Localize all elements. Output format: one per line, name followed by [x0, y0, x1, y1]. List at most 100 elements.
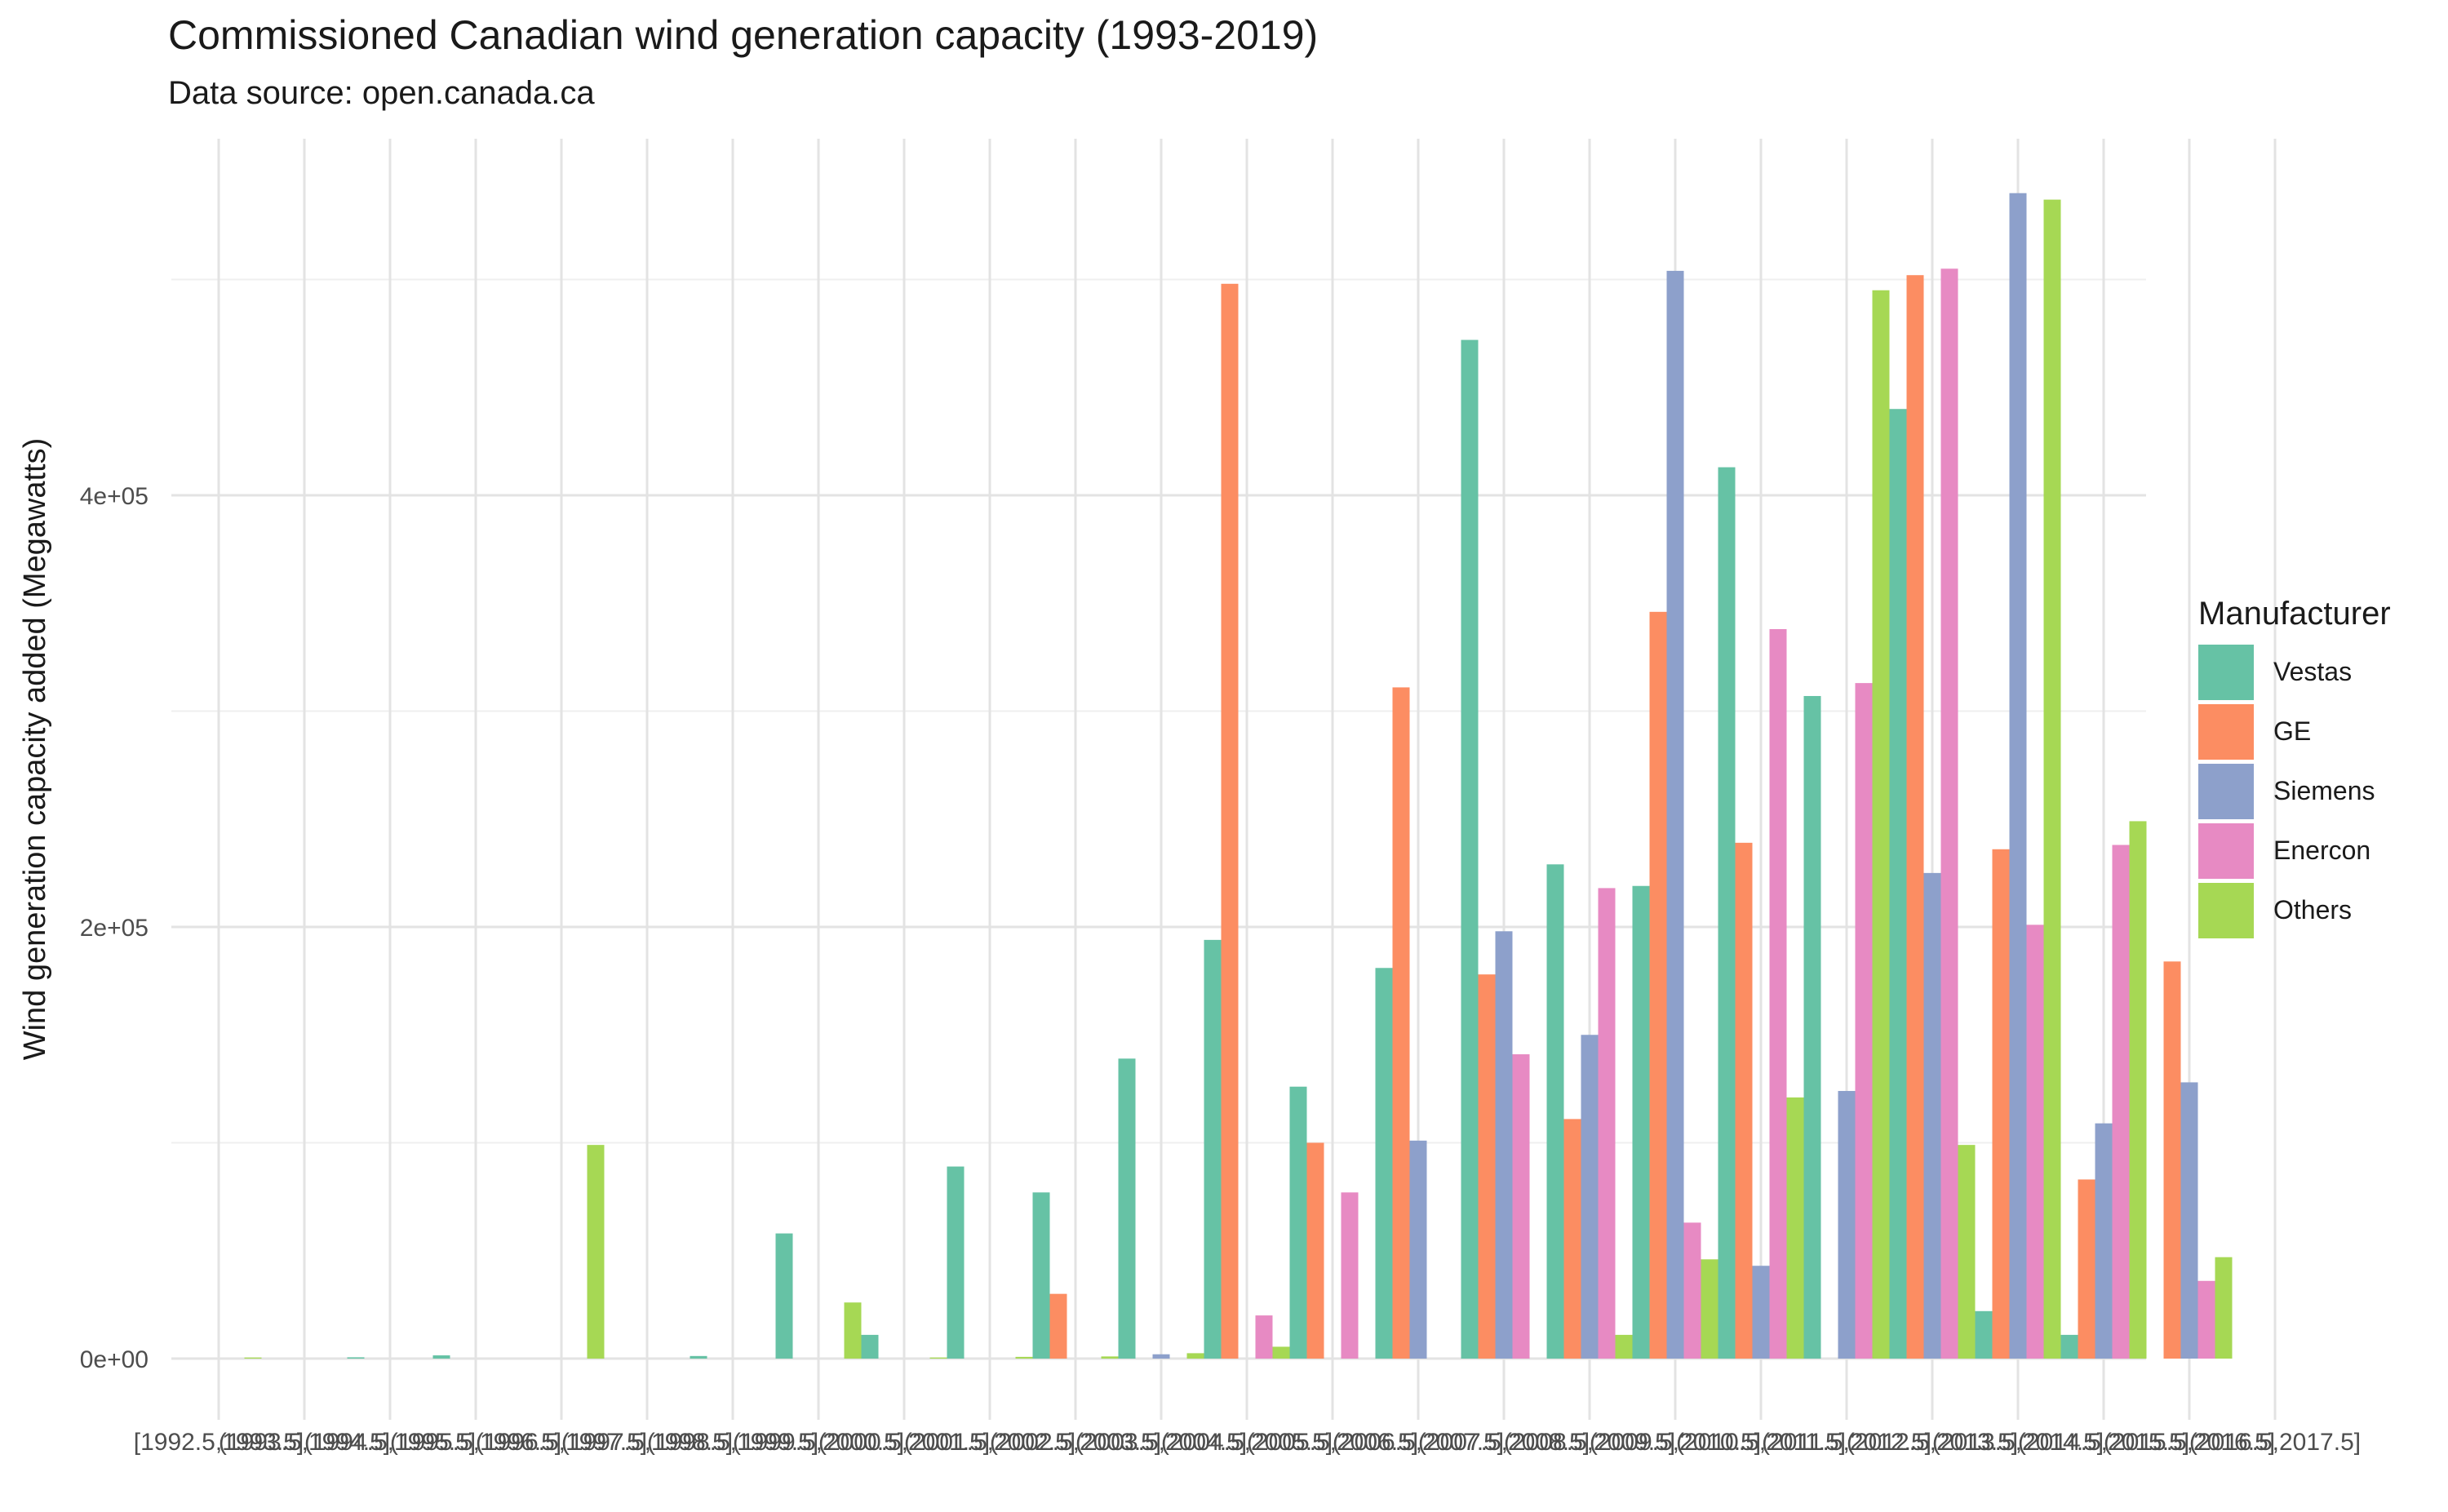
y-tick-label: 2e+05	[80, 915, 149, 942]
legend-label: Others	[2273, 895, 2353, 924]
bar-others-21	[2043, 199, 2061, 1359]
legend: Manufacturer Vestas GE Siemens Enercon Other…	[2198, 596, 2391, 940]
x-tick-label: (2003.5,2004.5]	[1075, 1429, 1247, 1456]
y-axis: 0e+00 2e+05 4e+05	[80, 483, 149, 1373]
x-tick-label: (2010.5,2011.5]	[1676, 1429, 1846, 1456]
bar-others-19	[1872, 290, 1890, 1359]
bar-vestas-16	[1546, 864, 1564, 1359]
legend-label: GE	[2273, 716, 2312, 746]
bar-others-17	[1701, 1259, 1718, 1359]
bar-others-10	[1101, 1356, 1119, 1359]
bar-others-23	[2215, 1257, 2233, 1359]
bar-ge-15	[1478, 974, 1496, 1359]
bar-ge-10	[1049, 1293, 1067, 1359]
bar-vestas-2	[347, 1357, 365, 1359]
legend-title: Manufacturer	[2198, 596, 2391, 632]
bar-vestas-18	[1718, 467, 1736, 1359]
y-tick-label: 4e+05	[80, 483, 149, 510]
legend-item-ge: GE	[2198, 702, 2391, 761]
x-tick-label: (2009.5,2010.5]	[1590, 1429, 1761, 1456]
bar-vestas-8	[861, 1334, 879, 1359]
bar-vestas-9	[947, 1166, 965, 1359]
x-tick-label: (2006.5,2007.5]	[1333, 1429, 1504, 1456]
bar-vestas-15	[1461, 339, 1479, 1359]
bar-vestas-17	[1632, 885, 1650, 1359]
legend-label: Vestas	[2273, 657, 2353, 686]
x-tick-label: (1993.5,1994.5]	[219, 1429, 390, 1456]
bar-siemens-15	[1495, 931, 1513, 1359]
bar-ge-20	[1906, 275, 1924, 1359]
bar-vestas-12	[1204, 939, 1222, 1359]
bar-vestas-6	[690, 1355, 707, 1359]
x-tick-label: (1995.5,1996.5]	[390, 1429, 561, 1456]
x-tick-label: (1996.5,1997.5]	[476, 1429, 647, 1456]
bar-enercon-23	[2197, 1280, 2215, 1359]
bar-others-12	[1272, 1346, 1290, 1359]
bar-enercon-15	[1512, 1054, 1530, 1359]
bar-ge-17	[1649, 611, 1667, 1359]
bar-vestas-21	[1975, 1310, 1993, 1359]
bar-vestas-14	[1375, 968, 1393, 1359]
bar-ge-22	[2078, 1179, 2095, 1359]
legend-swatch	[2198, 644, 2254, 700]
bar-siemens-11	[1152, 1354, 1170, 1359]
x-tick-label: (2013.5,2014.5]	[1932, 1429, 2104, 1456]
x-tick-label: (2002.5,2003.5]	[990, 1429, 1161, 1456]
y-axis-label: Wind generation capacity added (Megawatt…	[18, 438, 52, 1061]
x-tick-label: (2016.5,2017.5]	[2189, 1429, 2361, 1456]
legend-item-siemens: Siemens	[2198, 761, 2391, 821]
bar-siemens-14	[1409, 1140, 1427, 1359]
bar-enercon-13	[1341, 1192, 1359, 1359]
x-tick-label: (2001.5,2002.5]	[904, 1429, 1075, 1456]
bar-vestas-20	[1889, 409, 1907, 1359]
bar-enercon-21	[2026, 924, 2044, 1359]
x-tick-label: (1997.5,1998.5]	[561, 1429, 733, 1456]
y-tick-label: 0e+00	[80, 1346, 149, 1373]
bar-enercon-12	[1255, 1315, 1273, 1359]
x-tick-label: (1999.5,2000.5]	[733, 1429, 904, 1456]
bar-vestas-22	[2060, 1334, 2078, 1359]
bar-ge-14	[1392, 687, 1410, 1359]
bar-siemens-23	[2180, 1082, 2198, 1359]
bar-others-16	[1615, 1334, 1633, 1359]
bar-others-11	[1186, 1353, 1204, 1359]
bar-others-20	[1958, 1145, 1976, 1359]
bar-siemens-19	[1838, 1091, 1856, 1359]
bars-layer	[244, 193, 2233, 1359]
x-tick-label: (2014.5,2015.5]	[2018, 1429, 2189, 1456]
bar-enercon-17	[1683, 1222, 1701, 1359]
legend-item-vestas: Vestas	[2198, 642, 2391, 702]
bar-siemens-20	[1923, 872, 1941, 1359]
bar-enercon-18	[1769, 628, 1787, 1359]
chart-title: Commissioned Canadian wind generation ca…	[168, 12, 1319, 58]
bar-vestas-10	[1032, 1192, 1050, 1359]
x-tick-label: (2015.5,2016.5]	[2104, 1429, 2275, 1456]
bar-vestas-3	[432, 1355, 450, 1359]
legend-items: Vestas GE Siemens Enercon Others	[2198, 642, 2391, 940]
bar-ge-18	[1735, 842, 1753, 1359]
bar-others-8	[929, 1357, 947, 1359]
legend-swatch	[2198, 703, 2254, 760]
bar-vestas-13	[1289, 1086, 1307, 1359]
legend-swatch	[2198, 823, 2254, 879]
bar-siemens-16	[1581, 1035, 1599, 1359]
bar-ge-23	[2163, 961, 2181, 1359]
x-tick-label: (2007.5,2008.5]	[1418, 1429, 1590, 1456]
legend-item-others: Others	[2198, 880, 2391, 940]
bar-siemens-18	[1752, 1266, 1770, 1359]
bar-vestas-7	[775, 1233, 793, 1359]
x-tick-label: (2008.5,2009.5]	[1504, 1429, 1675, 1456]
x-tick-label: (2012.5,2013.5]	[1847, 1429, 2018, 1456]
chart-subtitle: Data source: open.canada.ca	[168, 75, 595, 111]
x-tick-label: (2000.5,2001.5]	[818, 1429, 990, 1456]
bar-others-7	[844, 1302, 862, 1359]
bar-siemens-22	[2095, 1123, 2113, 1359]
bar-ge-13	[1306, 1142, 1324, 1359]
x-tick-label: (2004.5,2005.5]	[1161, 1429, 1333, 1456]
legend-item-enercon: Enercon	[2198, 821, 2391, 880]
bar-siemens-17	[1666, 270, 1684, 1359]
bar-ge-12	[1221, 283, 1239, 1359]
legend-swatch	[2198, 882, 2254, 938]
x-axis: [1992.5,1993.5](1993.5,1994.5](1994.5,19…	[134, 1429, 2361, 1456]
